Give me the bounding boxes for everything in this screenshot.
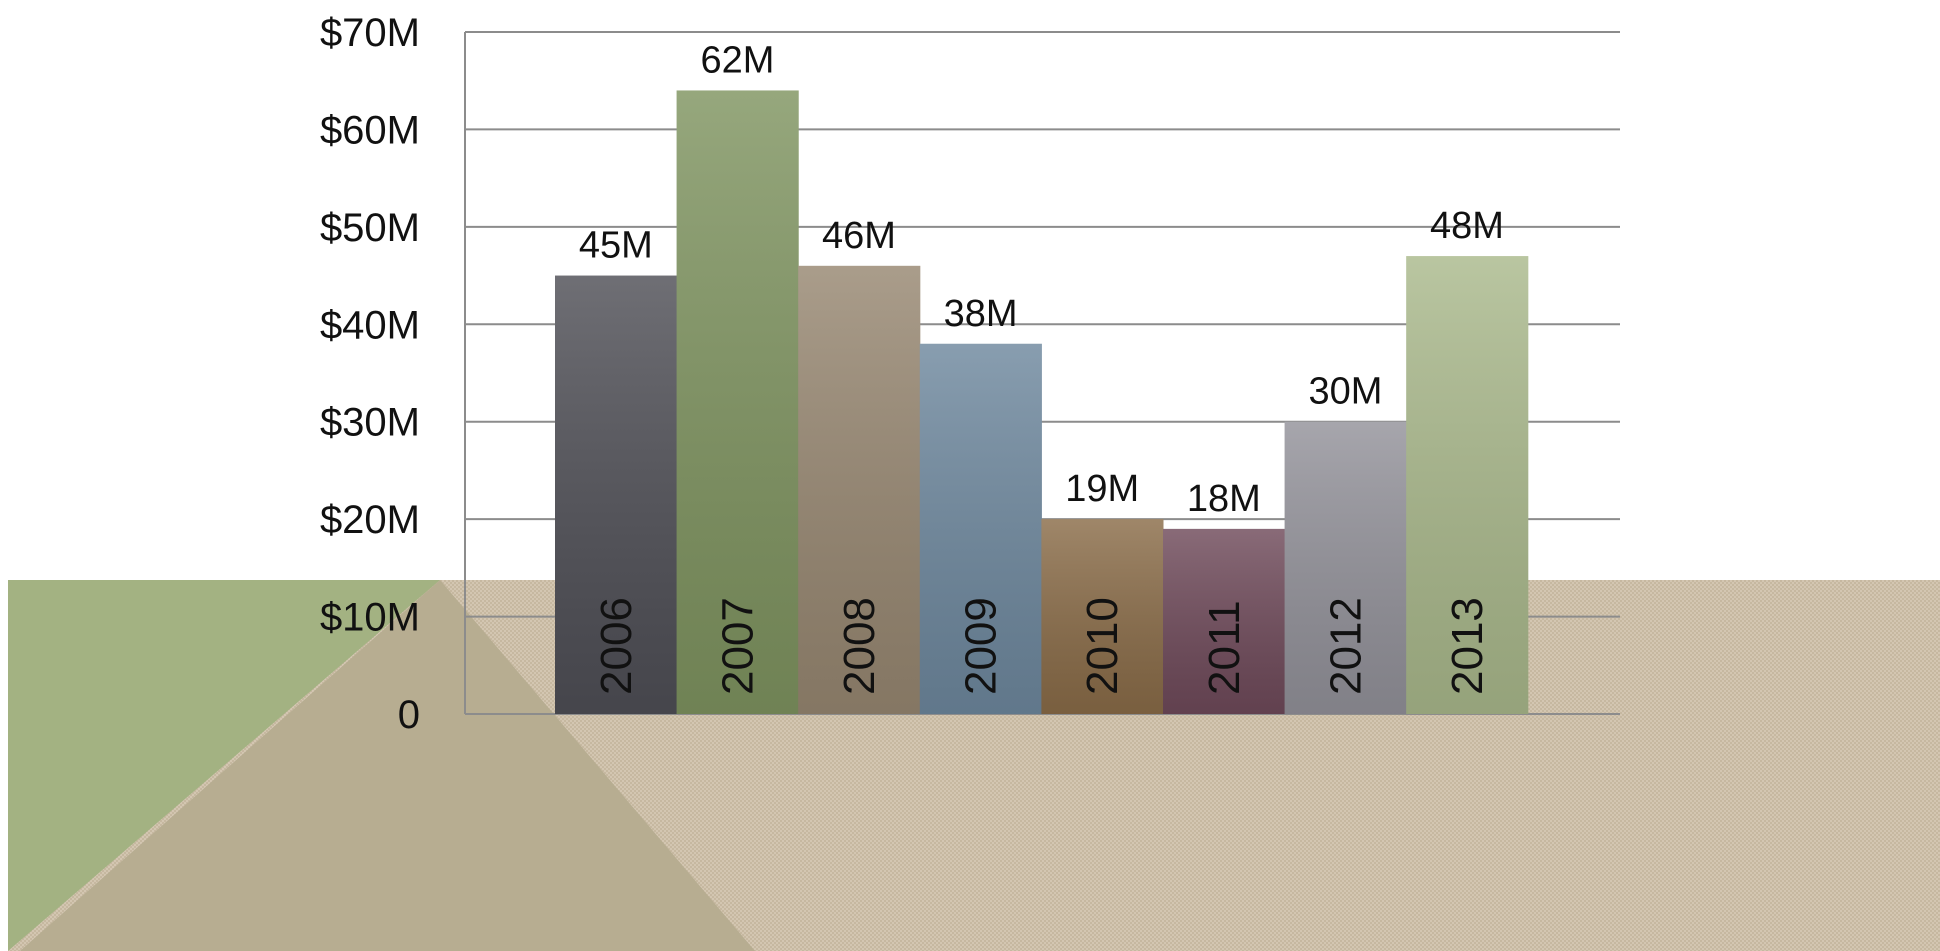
data-label: 18M — [1187, 478, 1261, 520]
bar-2010 — [1041, 519, 1164, 714]
y-tick-label: 0 — [398, 693, 420, 737]
category-label: 2007 — [713, 597, 762, 695]
bar-shading — [555, 275, 678, 714]
category-label: 2011 — [1200, 600, 1249, 695]
bar-shading — [676, 90, 799, 714]
category-label: 2006 — [592, 597, 641, 695]
y-tick-label: $50M — [320, 206, 420, 250]
bar-2009 — [919, 343, 1042, 714]
bar-shading — [1406, 256, 1529, 714]
data-label: 19M — [1065, 468, 1139, 510]
category-label: 2013 — [1443, 597, 1492, 695]
category-labels: 2006 2007 2008 2009 2010 2011 2012 2013 — [592, 597, 1492, 695]
data-label: 45M — [579, 225, 653, 267]
y-tick-label: $70M — [320, 11, 420, 55]
category-label: 2010 — [1078, 597, 1127, 695]
bar-shading — [1284, 421, 1407, 714]
data-label: 62M — [700, 39, 774, 81]
y-tick-label: $60M — [320, 108, 420, 152]
bar-2007 — [676, 90, 799, 714]
bar-shading — [919, 343, 1042, 714]
y-tick-label: $10M — [320, 596, 420, 640]
bar-shading — [1041, 519, 1164, 714]
background-tan-triangle — [20, 580, 755, 951]
y-tick-label: $40M — [320, 303, 420, 347]
bar-2012 — [1284, 421, 1407, 714]
category-label: 2012 — [1321, 597, 1370, 695]
y-tick-label: $30M — [320, 401, 420, 445]
data-label: 46M — [822, 215, 896, 257]
category-label: 2009 — [957, 597, 1006, 695]
bar-2006 — [555, 275, 678, 714]
data-label: 48M — [1430, 205, 1504, 247]
category-label: 2008 — [835, 597, 884, 695]
data-label: 38M — [944, 293, 1018, 335]
background-green-panel — [8, 580, 440, 951]
bar-shading — [1163, 528, 1286, 714]
y-axis: 0 $10M $20M $30M $40M $50M $60M $70M — [320, 11, 420, 737]
bar-2008 — [798, 265, 921, 714]
bar-2011 — [1163, 528, 1286, 714]
y-tick-label: $20M — [320, 498, 420, 542]
data-labels: 45M 62M 46M 38M 19M 18M 30M 48M — [579, 39, 1504, 519]
bar-shading — [798, 265, 921, 714]
bar-2013 — [1406, 256, 1529, 714]
bars — [555, 90, 1529, 714]
data-label: 30M — [1308, 371, 1382, 413]
